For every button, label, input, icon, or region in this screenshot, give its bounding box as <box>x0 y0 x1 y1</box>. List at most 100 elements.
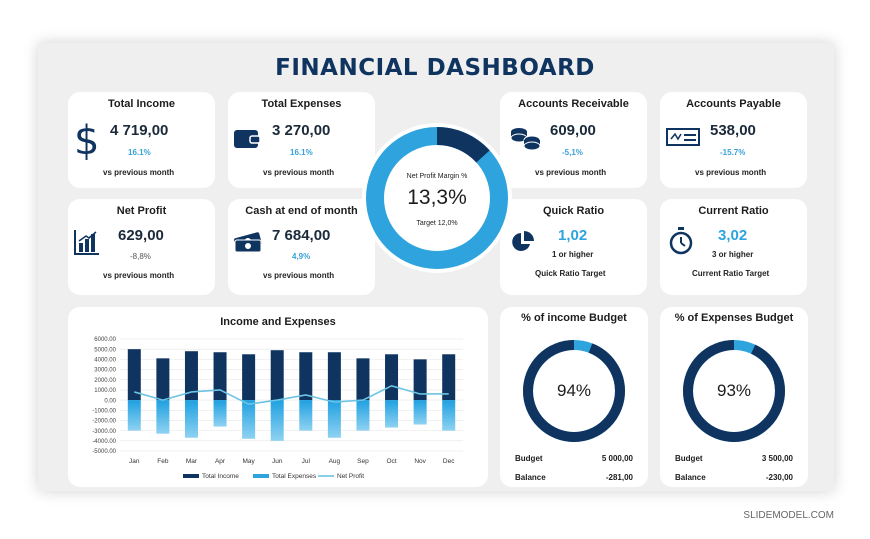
x-tick-label: Aug <box>329 458 341 465</box>
net-profit-line <box>134 384 449 405</box>
net-profit-change: -8,8% <box>130 252 151 261</box>
income-budget-value: 5 000,00 <box>601 454 633 463</box>
income-expenses-chart: 6000.00 5000.00 4000.00 3000.00 2000.00 1000.… <box>92 337 463 480</box>
total-income-value: 4 719,00 <box>110 122 169 139</box>
legend-label: Net Profit <box>337 473 364 480</box>
x-tick-label: Feb <box>157 458 169 465</box>
expenses-balance-value: -230,00 <box>765 473 793 482</box>
bar-chart-icon <box>74 229 100 260</box>
card-title: % of income Budget <box>521 312 627 324</box>
total-expenses-value: 3 270,00 <box>272 122 331 139</box>
accounts-receivable-value: 609,00 <box>550 122 596 139</box>
expenses-balance-label: Balance <box>675 473 706 482</box>
accounts-payable-change: -15.7% <box>720 148 746 157</box>
card-title: Accounts Receivable <box>518 98 629 110</box>
y-tick-label: 1000.00 <box>94 388 116 394</box>
income-bar <box>385 354 399 401</box>
dollar-icon: $ <box>74 118 99 167</box>
card-title: Net Profit <box>116 205 167 217</box>
quick-ratio-value: 1,02 <box>558 227 588 244</box>
chart-title: Income and Expenses <box>220 316 336 328</box>
card-title: % of Expenses Budget <box>674 312 794 324</box>
income-bar <box>356 358 370 401</box>
total-income-caption: vs previous month <box>103 168 175 177</box>
card-current-ratio: Current Ratio 3,02 3 or higher Current R… <box>660 199 807 295</box>
y-tick-label: 6000.00 <box>94 337 116 343</box>
total-income-change: 16.1% <box>128 148 151 157</box>
total-expenses-caption: vs previous month <box>263 168 335 177</box>
card-title: Total Expenses <box>261 98 342 110</box>
income-budget-donut <box>523 340 625 442</box>
y-tick-label: -2000.00 <box>92 419 116 425</box>
expenses-bar <box>327 400 341 438</box>
card-title: Current Ratio <box>698 205 769 217</box>
net-profit-margin-gauge: Net Profit Margin % 13,3% Target 12,0% <box>362 123 512 273</box>
y-tick-label: 0.00 <box>104 398 116 404</box>
expenses-budget-value: 3 500,00 <box>761 454 793 463</box>
income-balance-value: -281,00 <box>605 473 633 482</box>
margin-value: 13,3% <box>407 186 467 209</box>
card-title: Total Income <box>107 98 176 110</box>
expenses-bar <box>413 400 427 425</box>
income-bar <box>413 359 427 401</box>
cash-end-caption: vs previous month <box>263 271 335 280</box>
expenses-bar <box>242 400 256 439</box>
current-ratio-caption: Current Ratio Target <box>692 269 770 278</box>
expenses-budget-percent: 93% <box>716 381 752 400</box>
income-bar <box>213 352 227 401</box>
income-bar <box>270 350 284 401</box>
cash-icon <box>233 231 263 258</box>
x-tick-label: Mar <box>186 458 198 465</box>
page-title: FINANCIAL DASHBOARD <box>275 55 595 81</box>
y-tick-label: -5000.00 <box>92 449 116 455</box>
pie-icon <box>510 229 536 260</box>
y-tick-label: -1000.00 <box>92 408 116 414</box>
watermark: SLIDEMODEL.COM <box>743 510 834 521</box>
accounts-receivable-caption: vs previous month <box>535 168 607 177</box>
wallet-icon <box>234 128 261 155</box>
expenses-bar <box>356 400 370 431</box>
x-tick-label: Jun <box>272 458 283 465</box>
stopwatch-icon <box>668 227 694 260</box>
net-profit-caption: vs previous month <box>103 271 175 280</box>
expenses-bar <box>270 400 284 441</box>
legend-swatch <box>183 474 199 478</box>
card-net-profit: Net Profit 629,00 -8,8% vs previous mont… <box>68 199 215 295</box>
y-tick-label: 3000.00 <box>94 368 116 374</box>
y-tick-label: 2000.00 <box>94 378 116 384</box>
card-title: Quick Ratio <box>542 205 605 217</box>
y-tick-label: 5000.00 <box>94 347 116 353</box>
expenses-bar <box>127 400 141 431</box>
accounts-payable-caption: vs previous month <box>695 168 767 177</box>
income-bar <box>442 354 456 401</box>
net-profit-value: 629,00 <box>118 227 164 244</box>
income-expenses-card: Income and Expenses 6000.00 5000.00 4000.0… <box>68 307 488 487</box>
expenses-budget-donut <box>683 340 785 442</box>
cash-end-change: 4,9% <box>292 252 311 261</box>
current-ratio-value: 3,02 <box>718 227 748 244</box>
quick-ratio-caption: Quick Ratio Target <box>535 269 606 278</box>
accounts-receivable-change: -5,1% <box>562 148 583 157</box>
income-bar <box>127 349 141 401</box>
cash-end-value: 7 684,00 <box>272 227 331 244</box>
x-tick-label: Apr <box>215 458 226 465</box>
card-title: Accounts Payable <box>686 98 781 110</box>
expenses-bar <box>442 400 456 431</box>
card-total-expenses: Total Expenses 3 270,00 16.1% vs previou… <box>228 92 375 188</box>
expenses-bar <box>299 400 313 431</box>
svg-text:$: $ <box>74 118 98 162</box>
income-budget-percent: 94% <box>556 381 592 400</box>
income-budget-arc <box>523 340 625 442</box>
x-tick-label: Nov <box>414 458 426 465</box>
income-bar <box>327 352 341 401</box>
x-tick-label: Sep <box>357 458 369 465</box>
margin-target: Target 12,0% <box>416 220 458 227</box>
expenses-budget-arc <box>683 340 785 442</box>
x-tick-label: Dec <box>443 458 455 465</box>
income-bar <box>184 351 198 401</box>
card-income-budget: % of income Budget 94% Budget 5 000,00 B… <box>500 307 648 487</box>
legend-swatch <box>253 474 269 478</box>
expenses-bar <box>385 400 399 428</box>
current-ratio-target: 3 or higher <box>712 250 754 259</box>
card-expenses-budget: % of Expenses Budget 93% Budget 3 500,00… <box>660 307 808 487</box>
